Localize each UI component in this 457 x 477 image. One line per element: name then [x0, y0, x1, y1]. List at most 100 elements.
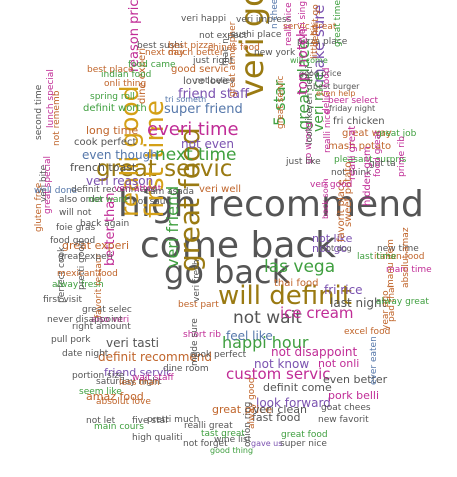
cloud-word: not think: [331, 168, 372, 178]
cloud-word: absolut amaz: [401, 227, 411, 288]
cloud-word: definit recommend: [71, 185, 157, 195]
cloud-word: great price: [212, 403, 272, 416]
cloud-word: veri clean: [253, 403, 307, 416]
cloud-word: alway fresh: [52, 280, 104, 290]
cloud-word: pull pork: [51, 335, 91, 345]
cloud-word: veri attent: [114, 184, 162, 194]
cloud-word: great job: [376, 129, 417, 139]
cloud-word: servic great: [283, 22, 337, 32]
cloud-word: wine list: [214, 435, 252, 445]
cloud-word: last time: [357, 252, 397, 262]
cloud-word: great servic: [276, 75, 286, 129]
cloud-word: cam asada: [145, 187, 195, 197]
cloud-word: less than: [119, 378, 160, 388]
cloud-word: look forward: [256, 396, 331, 410]
cloud-word: mexican food: [57, 269, 118, 279]
cloud-word: pizza place: [297, 37, 348, 47]
cloud-word: sushi place: [231, 30, 282, 40]
cloud-word: best pizza: [168, 41, 214, 51]
cloud-word: not like: [312, 232, 353, 245]
cloud-word: next day: [145, 48, 185, 58]
cloud-word: right amount: [72, 322, 131, 332]
cloud-word: fri chicken: [333, 116, 385, 127]
cloud-word: veri impress: [236, 15, 292, 25]
cloud-word: chines food: [208, 43, 260, 53]
cloud-word: cook perfect: [74, 137, 137, 148]
cloud-word: everi singl: [298, 0, 308, 45]
cloud-word: not forget: [183, 439, 228, 449]
cloud-word: absolut love: [96, 397, 151, 407]
cloud-word: definit recommend: [98, 350, 212, 364]
cloud-word: n chees: [270, 0, 280, 29]
cloud-word: just like: [286, 157, 321, 167]
cloud-word: next time: [155, 145, 237, 165]
cloud-word: great time: [333, 0, 343, 47]
cloud-word: long time: [86, 124, 139, 137]
cloud-word: french toast: [70, 161, 137, 174]
cloud-word: spring roll: [90, 92, 135, 102]
cloud-word: great servic: [96, 156, 233, 182]
cloud-word: not wait: [233, 308, 302, 328]
cloud-word: veri happi: [181, 14, 227, 24]
cloud-word: much better: [168, 48, 224, 58]
cloud-word: feel like: [226, 329, 273, 343]
cloud-word: foie gras: [56, 223, 96, 233]
cloud-word: come back: [140, 225, 337, 266]
cloud-word: first visit: [43, 295, 82, 305]
cloud-word: friend staff: [178, 87, 249, 102]
cloud-word: fri rice: [324, 283, 363, 297]
cloud-word: even better: [323, 373, 388, 386]
cloud-word: best burger: [313, 82, 360, 91]
cloud-word: favorit restaur: [94, 253, 104, 318]
cloud-word: new favorit: [318, 415, 369, 425]
cloud-word: veri well: [199, 184, 242, 195]
cloud-word: cook perfect: [190, 350, 247, 360]
cloud-word: pork belli: [328, 389, 380, 402]
cloud-word: great food: [281, 430, 328, 440]
cloud-word: indian food: [101, 70, 152, 80]
cloud-word: even help: [316, 89, 356, 98]
cloud-word: good price: [299, 69, 342, 78]
cloud-word: great experi: [62, 239, 129, 252]
cloud-word: short rib: [183, 330, 221, 340]
cloud-word: not know: [254, 357, 310, 371]
cloud-word: got ta: [369, 159, 396, 169]
cloud-word: veri delici: [305, 66, 315, 110]
cloud-word: great experi: [58, 252, 113, 262]
cloud-word: great special: [43, 155, 53, 214]
cloud-word: tri someth: [165, 95, 207, 104]
cloud-word: super nice: [280, 439, 327, 449]
cloud-word: will come: [290, 56, 328, 65]
cloud-word: good thing: [210, 446, 254, 455]
cloud-word: wait staff: [132, 373, 174, 383]
cloud-word: ice cream: [280, 304, 354, 322]
cloud-word: will not: [59, 208, 92, 218]
cloud-word: just right: [193, 56, 234, 66]
cloud-word: food came: [128, 60, 176, 70]
cloud-word: mani time: [386, 265, 432, 275]
cloud-word: little bit: [310, 24, 320, 59]
cloud-word: love love: [183, 76, 229, 87]
cloud-word: saturday night: [96, 377, 162, 387]
cloud-word: last night: [330, 296, 387, 310]
cloud-word: second time: [34, 84, 44, 140]
cloud-word: everi time: [147, 119, 239, 140]
cloud-word: best part: [178, 300, 219, 310]
cloud-word: mash potato: [328, 141, 392, 152]
cloud-word: never disappoint: [47, 315, 123, 325]
cloud-word: gave us: [251, 439, 283, 448]
cloud-word: not even: [181, 137, 234, 151]
cloud-word: prime rib: [397, 136, 407, 177]
cloud-word: high recommend: [118, 184, 424, 225]
cloud-word: friday night: [329, 104, 376, 113]
cloud-word: not rememb: [52, 90, 62, 146]
cloud-word: look like: [305, 107, 315, 145]
cloud-word: food great: [373, 130, 383, 177]
cloud-word: thai food: [274, 278, 319, 289]
cloud-word: portion size: [72, 371, 125, 381]
cloud-word: definit come: [263, 381, 332, 394]
cloud-word: food good: [50, 236, 96, 246]
cloud-word: italian food: [374, 252, 425, 262]
cloud-word: realli nice: [323, 109, 333, 153]
